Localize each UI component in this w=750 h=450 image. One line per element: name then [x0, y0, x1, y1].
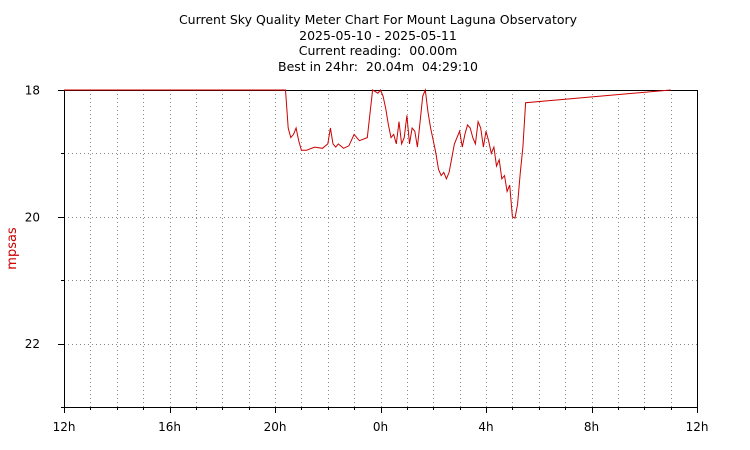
x-tick-label: 12h: [686, 420, 709, 434]
x-tick-label: 16h: [158, 420, 181, 434]
y-tick-label: 22: [25, 337, 40, 351]
sky-brightness-line: [64, 88, 671, 219]
chart-title-block: Current Sky Quality Meter Chart For Moun…: [0, 12, 750, 74]
axes: [58, 90, 698, 413]
x-tick-label: 12h: [53, 420, 76, 434]
tick-labels: 12h 16h 20h 0h 4h 8h 12h 18 20 22 mpsas: [5, 84, 708, 435]
chart-title: Current Sky Quality Meter Chart For Moun…: [178, 12, 578, 27]
y-tick-label: 18: [25, 84, 40, 98]
x-tick-label: 20h: [264, 420, 287, 434]
current-reading: Current reading: 00.00m: [298, 43, 458, 58]
chart-date-range: 2025-05-10 - 2025-05-11: [299, 27, 457, 43]
y-tick-label: 20: [25, 210, 40, 224]
x-tick-label: 0h: [373, 420, 388, 434]
best-24hr-reading: Best in 24hr: 20.04m 04:29:10: [278, 58, 478, 74]
y-axis-label: mpsas: [5, 227, 20, 270]
x-tick-label: 4h: [478, 420, 493, 434]
grid: [64, 90, 697, 407]
x-tick-label: 8h: [584, 420, 599, 434]
series-layer: [64, 88, 671, 219]
